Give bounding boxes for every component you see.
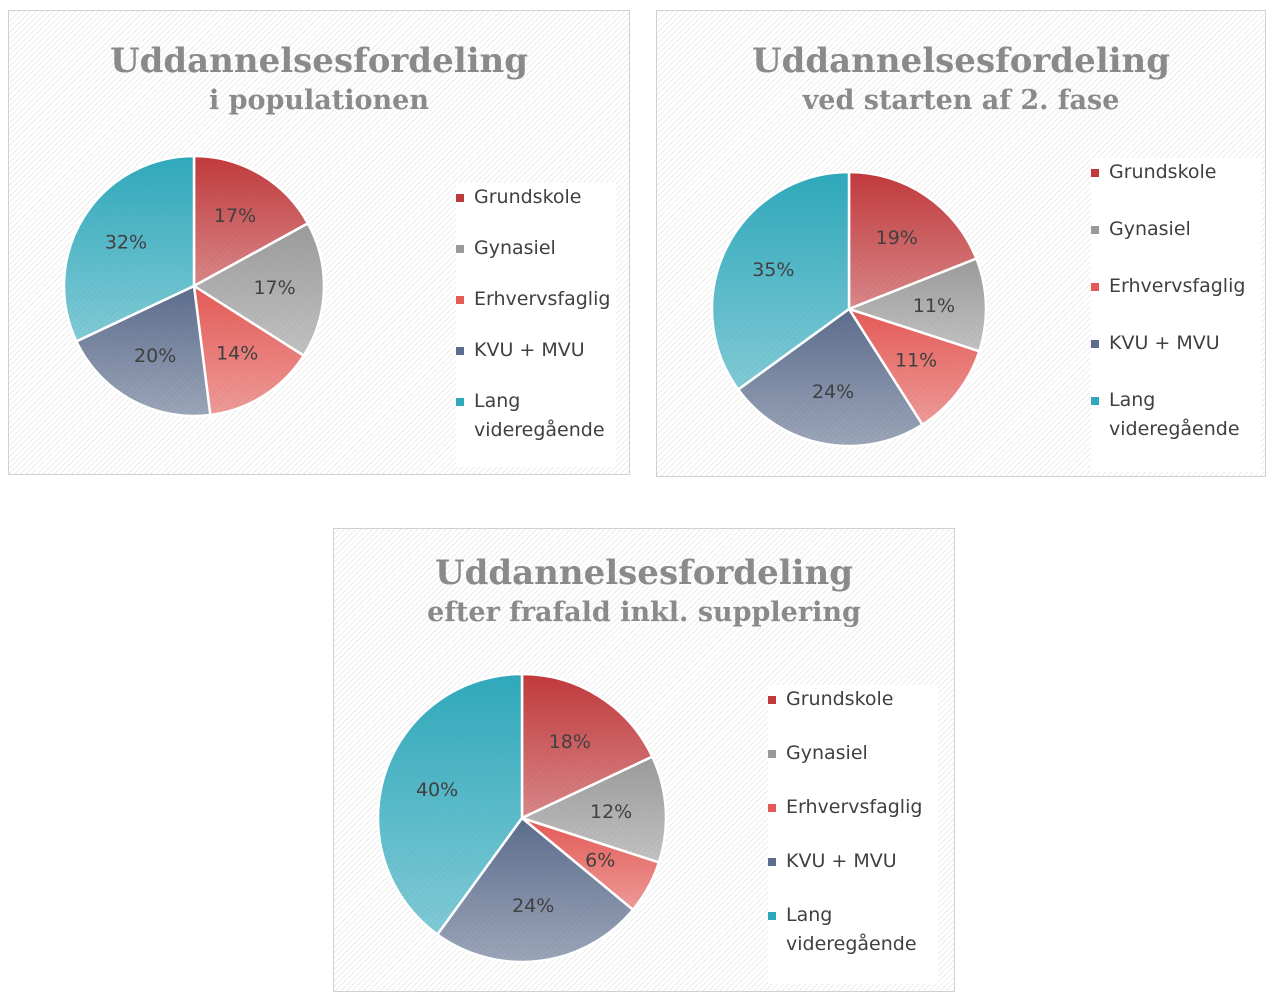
chart-subtitle: i populationen xyxy=(209,85,429,116)
legend: Grundskole Gynasiel Erhvervsfaglig KVU + MV… xyxy=(1091,158,1261,472)
legend-swatch xyxy=(1091,283,1099,291)
pie-slice xyxy=(518,755,668,865)
legend-label: Grundskole xyxy=(786,688,894,710)
legend-item: Lang videregående xyxy=(1091,386,1261,444)
legend-label: KVU + MVU xyxy=(1109,332,1220,354)
legend-swatch xyxy=(1091,226,1099,234)
legend-swatch xyxy=(456,296,464,304)
legend-item: Lang videregående xyxy=(456,387,616,445)
legend-swatch xyxy=(456,347,464,355)
legend-item: Grundskole xyxy=(1091,158,1261,187)
legend-item: Lang videregående xyxy=(768,901,938,959)
chart-title: Uddannelsesfordeling xyxy=(109,41,529,81)
legend-label: Grundskole xyxy=(474,186,582,208)
legend-label: KVU + MVU xyxy=(474,339,585,361)
legend: Grundskole Gynasiel Erhvervsfaglig KVU + MV… xyxy=(768,685,938,984)
data-label: 24% xyxy=(812,381,854,403)
legend-swatch xyxy=(456,194,464,202)
chart-title: Uddannelsesfordeling xyxy=(751,41,1171,81)
pie: 17% 17% 14% 20% 32% xyxy=(62,154,326,418)
legend-swatch xyxy=(456,245,464,253)
legend-item: KVU + MVU xyxy=(768,847,938,876)
data-label: 32% xyxy=(105,231,147,253)
legend-swatch xyxy=(768,750,776,758)
legend-item: Erhvervsfaglig xyxy=(768,793,938,822)
pie: 18% 12% 6% 24% 40% xyxy=(376,672,668,964)
legend-label: Lang videregående xyxy=(786,904,917,955)
pie-slice xyxy=(845,256,988,353)
legend-label: Lang videregående xyxy=(474,390,605,441)
legend-swatch xyxy=(456,398,464,406)
pie-slice xyxy=(376,672,524,937)
chart-panel: Uddannelsesfordeling i populationen 17% 17%… xyxy=(8,10,630,475)
legend-label: Erhvervsfaglig xyxy=(1109,275,1246,297)
data-label: 40% xyxy=(416,779,458,801)
pie-slice xyxy=(846,306,981,427)
data-label: 11% xyxy=(913,295,955,317)
legend-label: Gynasiel xyxy=(786,742,868,764)
legend-swatch xyxy=(768,804,776,812)
legend-item: Erhvervsfaglig xyxy=(456,285,616,314)
legend-label: Gynasiel xyxy=(474,237,556,259)
data-label: 24% xyxy=(512,895,554,917)
pie-slice xyxy=(736,307,925,448)
legend-label: Erhvervsfaglig xyxy=(474,288,611,310)
data-label: 6% xyxy=(585,850,615,872)
data-label: 20% xyxy=(134,345,176,367)
legend-label: Erhvervsfaglig xyxy=(786,796,923,818)
legend-swatch xyxy=(768,696,776,704)
chart-panel: Uddannelsesfordeling efter frafald inkl. … xyxy=(333,528,955,992)
legend-item: Grundskole xyxy=(768,685,938,714)
pie: 19% 11% 11% 24% 35% xyxy=(710,170,988,448)
legend-label: Grundskole xyxy=(1109,161,1217,183)
legend-item: Erhvervsfaglig xyxy=(1091,272,1261,301)
legend-item: Gynasiel xyxy=(456,234,616,263)
legend: Grundskole Gynasiel Erhvervsfaglig KVU + MV… xyxy=(456,183,616,467)
legend-item: KVU + MVU xyxy=(456,336,616,365)
legend-item: Grundskole xyxy=(456,183,616,212)
legend-label: KVU + MVU xyxy=(786,850,897,872)
pie-slice xyxy=(192,154,310,289)
pie-slice xyxy=(710,170,851,392)
legend-label: Lang videregående xyxy=(1109,389,1240,440)
legend-item: Gynasiel xyxy=(1091,215,1261,244)
data-label: 18% xyxy=(549,731,591,753)
pie-slice xyxy=(520,672,654,820)
legend-item: KVU + MVU xyxy=(1091,329,1261,358)
data-label: 14% xyxy=(216,343,258,365)
chart-panel: Uddannelsesfordeling ved starten af 2. fa… xyxy=(656,10,1266,477)
legend-swatch xyxy=(1091,340,1099,348)
chart-subtitle: ved starten af 2. fase xyxy=(802,85,1120,116)
pie-slice xyxy=(191,221,326,358)
data-label: 17% xyxy=(214,205,256,227)
legend-swatch xyxy=(768,858,776,866)
chart-subtitle: efter frafald inkl. supplering xyxy=(427,597,861,628)
legend-swatch xyxy=(1091,169,1099,177)
pie-slice xyxy=(435,816,635,964)
data-label: 19% xyxy=(876,227,918,249)
legend-item: Gynasiel xyxy=(768,739,938,768)
legend-swatch xyxy=(768,912,776,920)
chart-title: Uddannelsesfordeling xyxy=(434,553,854,593)
pie-slice xyxy=(74,284,212,418)
pie-slice xyxy=(62,154,196,344)
data-label: 11% xyxy=(895,350,937,372)
data-label: 35% xyxy=(752,259,794,281)
data-label: 17% xyxy=(253,277,295,299)
legend-swatch xyxy=(1091,397,1099,405)
data-label: 12% xyxy=(590,801,632,823)
pie-slice xyxy=(847,170,979,311)
legend-label: Gynasiel xyxy=(1109,218,1191,240)
pie-slice xyxy=(192,283,306,417)
